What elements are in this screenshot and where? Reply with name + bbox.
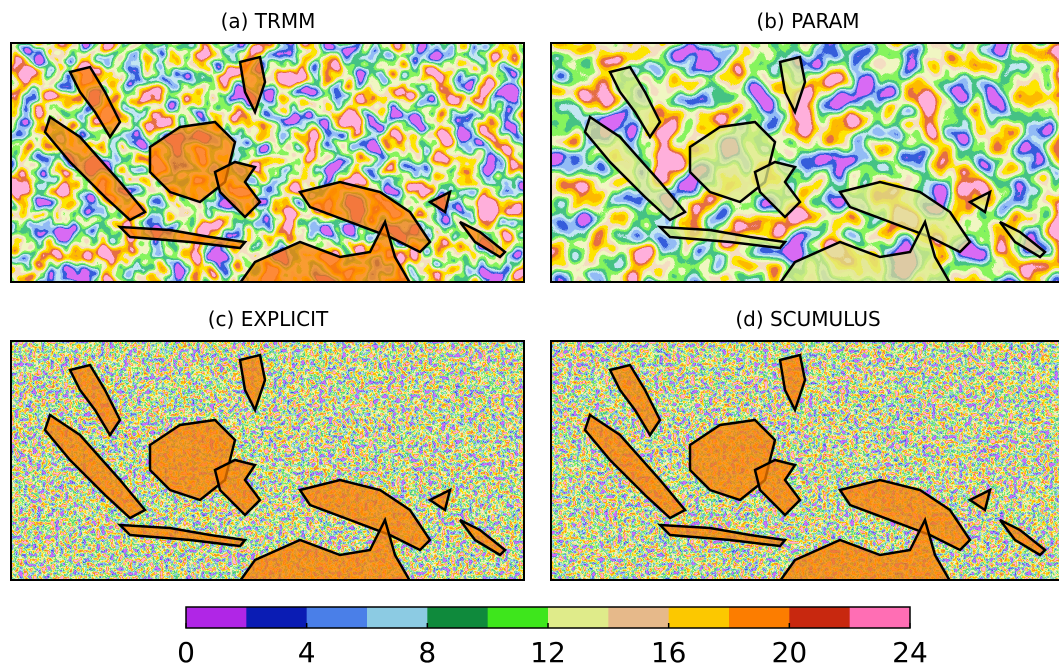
colorbar-swatch <box>186 607 247 628</box>
colorbar-swatch <box>548 607 609 628</box>
colorbar-swatch <box>427 607 488 628</box>
colorbar-swatch <box>729 607 790 628</box>
colorbar-label: 4 <box>298 636 316 667</box>
colorbar-swatch <box>608 607 669 628</box>
map-panel <box>10 340 525 581</box>
colorbar-swatch <box>789 607 850 628</box>
colorbar-label: 16 <box>651 636 687 667</box>
panel-title: (c) EXPLICIT <box>208 307 329 331</box>
panel-title: (d) SCUMULUS <box>735 307 880 331</box>
colorbar-swatch <box>367 607 428 628</box>
panel-title: (a) TRMM <box>221 9 316 33</box>
colorbar-swatch <box>488 607 549 628</box>
colorbar-label: 24 <box>892 636 928 667</box>
map-panel <box>10 42 525 283</box>
colorbar-label: 0 <box>177 636 195 667</box>
colorbar-swatch <box>246 607 307 628</box>
panel-title: (b) PARAM <box>756 9 859 33</box>
colorbar-label: 8 <box>418 636 436 667</box>
figure: (a) TRMM (b) PARAM (c) EXPLICIT (d) SCUMULU… <box>0 0 1059 667</box>
colorbar-swatch <box>850 607 911 628</box>
colorbar-label: 20 <box>772 636 808 667</box>
map-panel <box>550 42 1059 283</box>
map-panel <box>550 340 1059 581</box>
colorbar-swatch <box>669 607 730 628</box>
colorbar-label: 12 <box>530 636 566 667</box>
colorbar-swatch <box>307 607 368 628</box>
